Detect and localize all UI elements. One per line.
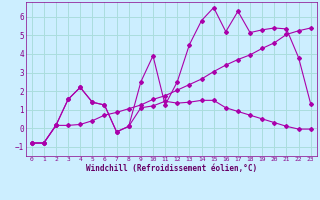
X-axis label: Windchill (Refroidissement éolien,°C): Windchill (Refroidissement éolien,°C)	[86, 164, 257, 173]
